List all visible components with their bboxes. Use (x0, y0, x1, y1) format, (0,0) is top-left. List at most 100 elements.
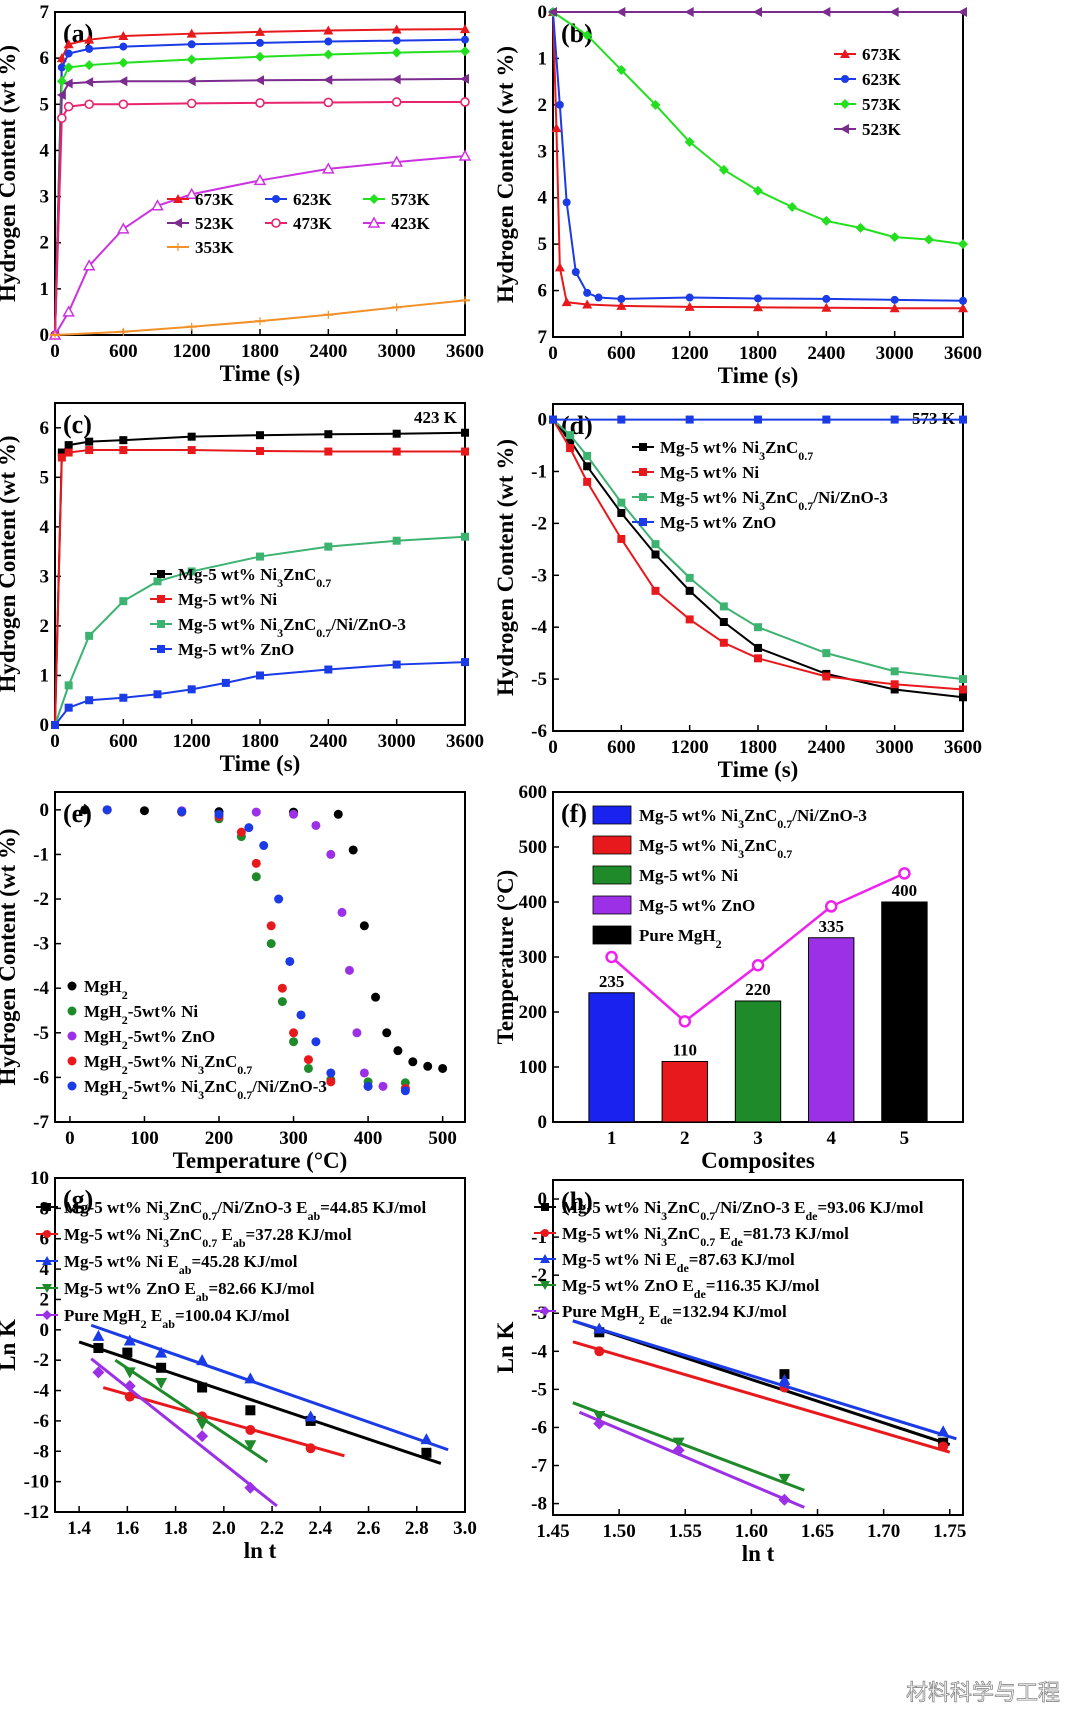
legend-label: Pure MgH2 Ede=132.94 KJ/mol (562, 1302, 787, 1327)
data-point (593, 1411, 606, 1423)
y-axis-title: Ln K (493, 1322, 518, 1374)
legend-marker (42, 1256, 52, 1265)
legend-marker (42, 1284, 52, 1293)
data-point (256, 38, 264, 47)
data-point (256, 447, 264, 456)
y-tick-label: -1 (531, 461, 547, 482)
data-point (548, 7, 557, 17)
data-point (889, 232, 900, 243)
panel-tag: (f) (561, 799, 587, 828)
legend-item: 523K (834, 120, 902, 139)
data-point (391, 74, 401, 85)
plot-frame (54, 791, 466, 1123)
legend-item: 353K (167, 238, 235, 257)
legend-marker (541, 1229, 549, 1237)
series-line (54, 100, 465, 336)
data-point (324, 447, 333, 456)
data-point (187, 432, 196, 441)
data-point (196, 1418, 209, 1430)
legend-label: 353K (195, 238, 235, 257)
data-point (323, 310, 334, 319)
data-point (617, 294, 626, 303)
x-tick-label: 2 (680, 1128, 690, 1149)
data-point (684, 7, 694, 17)
y-tick-label: -6 (33, 1411, 49, 1432)
data-point (64, 49, 73, 58)
y-tick-label: -6 (531, 721, 547, 742)
series-e-4 (102, 805, 410, 1096)
data-point (63, 78, 73, 89)
x-tick-label: 300 (279, 1128, 308, 1149)
legend-marker (67, 1006, 77, 1016)
data-point (153, 577, 162, 586)
data-point (821, 215, 832, 226)
data-point (139, 806, 149, 816)
y-tick-label: -4 (33, 1381, 49, 1402)
y-tick-label: 0 (538, 410, 548, 431)
legend-label: Mg-5 wt% Ni3ZnC0.7 Ede=81.73 KJ/mol (562, 1224, 849, 1249)
x-axis-title: ln t (244, 1538, 277, 1563)
data-point (821, 7, 831, 17)
legend-item: 473K (265, 214, 333, 233)
legend-item: Mg-5 wt% Ni3ZnC0.7 (632, 438, 813, 463)
data-point (57, 448, 66, 457)
y-tick-label: 3 (40, 187, 50, 208)
series-line (54, 28, 466, 336)
data-point (187, 446, 196, 455)
x-tick-label: 1200 (173, 731, 211, 752)
legend-marker (67, 981, 77, 991)
data-point (461, 35, 469, 44)
data-point (303, 1063, 313, 1073)
data-point (85, 446, 94, 455)
data-point (277, 983, 287, 993)
y-tick-label: 2 (40, 616, 50, 637)
legend-swatch (592, 865, 632, 885)
y-tick-label: 3 (538, 141, 548, 162)
legend-marker (42, 1310, 52, 1320)
x-axis-title: Temperature (°C) (173, 1148, 348, 1173)
data-point (461, 447, 469, 456)
x-tick-label: 600 (109, 731, 138, 752)
y-tick-label: -12 (24, 1502, 49, 1523)
legend-label: 623K (293, 190, 333, 209)
data-point (582, 299, 593, 309)
legend-item: Mg-5 wt% Ni3ZnC0.7 Ede=81.73 KJ/mol (534, 1224, 849, 1249)
y-tick-label: 0 (40, 800, 50, 821)
data-point (822, 649, 831, 658)
data-point (119, 597, 128, 606)
data-point (85, 696, 94, 705)
data-point (102, 805, 112, 815)
data-point (274, 894, 284, 904)
legend-label: MgH2 (84, 977, 128, 1002)
peak-temperature-point (751, 959, 765, 972)
legend-marker (540, 1254, 550, 1263)
data-point (583, 288, 592, 297)
data-point (311, 1037, 321, 1047)
data-point (890, 415, 899, 424)
legend-marker (271, 218, 281, 228)
x-tick-label: 1.50 (603, 1521, 636, 1542)
bar-1 (588, 992, 635, 1123)
data-point (400, 1086, 410, 1096)
data-point (289, 1028, 299, 1038)
data-point (778, 1493, 791, 1506)
data-point (382, 1028, 392, 1038)
data-point (323, 25, 334, 35)
y-tick-label: 2 (40, 233, 50, 254)
x-tick-label: 4 (826, 1128, 836, 1149)
data-point (323, 74, 333, 85)
y-tick-label: -8 (33, 1441, 49, 1462)
series-d-3 (549, 415, 967, 424)
series-b-1 (549, 8, 967, 305)
data-point (119, 42, 128, 51)
y-tick-label: 7 (538, 327, 548, 348)
legend-label: 523K (195, 214, 235, 233)
data-point (118, 57, 129, 68)
x-axis-title: ln t (742, 1541, 775, 1566)
data-point (255, 98, 265, 108)
data-point (719, 602, 728, 611)
y-tick-label: 1 (40, 665, 50, 686)
data-point (186, 28, 197, 38)
y-tick-label: -2 (531, 1265, 547, 1286)
